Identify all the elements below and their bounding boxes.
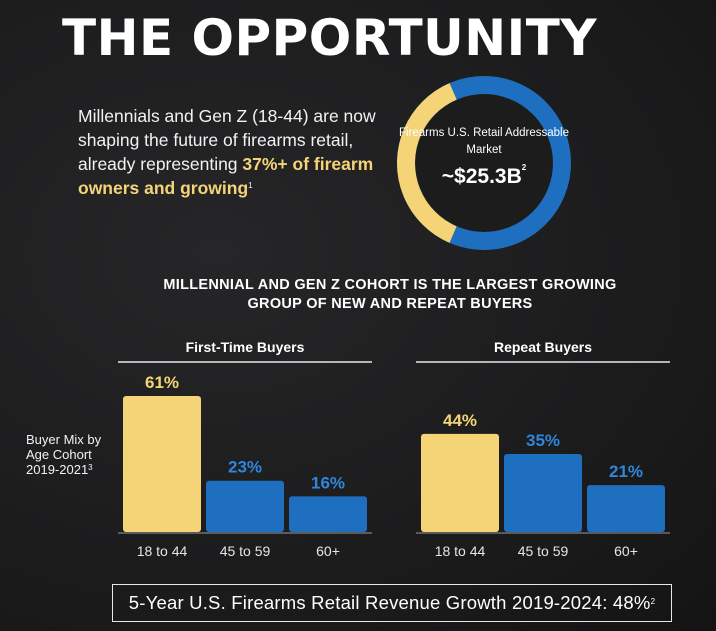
repeat-bar-label-2: 35%	[526, 431, 560, 450]
repeat-bar-2	[504, 453, 582, 532]
donut-value-text: ~$25.3B	[441, 165, 522, 188]
donut-value: ~$25.3B2	[393, 163, 575, 189]
first-time-category-label-1: 18 to 44	[137, 543, 188, 559]
buyer-mix-bar-charts: First-Time Buyers 61% 18 to 44 23% 45 to 59 1…	[118, 339, 670, 559]
page-title: THE OPPORTUNITY	[62, 9, 598, 67]
first-time-category-label-3: 60+	[316, 543, 340, 559]
section-title: MILLENNIAL AND GEN Z COHORT IS THE LARGE…	[163, 277, 617, 312]
market-donut-chart: Firearms U.S. Retail Addressable Market …	[393, 72, 575, 254]
intro-highlight: 37%+ of firearm owners and growing	[78, 154, 374, 198]
repeat-chart-title: Repeat Buyers	[494, 339, 592, 355]
repeat-bar-label-1: 44%	[443, 411, 477, 430]
intro-footnote: 1	[248, 181, 253, 190]
first-time-bar-2	[206, 480, 284, 532]
repeat-bar-label-3: 21%	[609, 462, 643, 481]
donut-footnote: 2	[521, 163, 527, 172]
repeat-category-label-2: 45 to 59	[518, 543, 569, 559]
first-time-bar-label-1: 61%	[145, 373, 179, 392]
y-axis-label-text: Buyer Mix by Age Cohort 2019-2021	[26, 432, 102, 477]
first-time-bar-label-2: 23%	[228, 458, 262, 477]
donut-center	[416, 95, 552, 231]
donut-segment-highlight	[397, 76, 571, 250]
revenue-growth-banner: 5-Year U.S. Firearms Retail Revenue Grow…	[112, 584, 672, 622]
donut-ring	[397, 76, 571, 250]
repeat-category-label-3: 60+	[614, 543, 638, 559]
first-time-bar-1	[123, 396, 201, 532]
donut-label: Firearms U.S. Retail Addressable Market	[398, 127, 569, 156]
repeat-bar-1	[421, 433, 499, 532]
repeat-bar-3	[587, 485, 665, 532]
first-time-chart-title: First-Time Buyers	[186, 339, 305, 355]
y-axis-label: Buyer Mix by Age Cohort 2019-20213	[26, 432, 116, 477]
first-time-category-label-2: 45 to 59	[220, 543, 271, 559]
repeat-category-label-1: 18 to 44	[435, 543, 486, 559]
intro-text: Millennials and Gen Z (18-44) are now sh…	[78, 106, 376, 174]
first-time-bar-3	[289, 496, 367, 532]
y-axis-footnote: 3	[88, 463, 93, 472]
footer-footnote: 2	[650, 596, 656, 606]
footer-text: 5-Year U.S. Firearms Retail Revenue Grow…	[128, 592, 651, 613]
intro-paragraph: Millennials and Gen Z (18-44) are now sh…	[78, 104, 388, 200]
first-time-bar-label-3: 16%	[311, 473, 345, 492]
